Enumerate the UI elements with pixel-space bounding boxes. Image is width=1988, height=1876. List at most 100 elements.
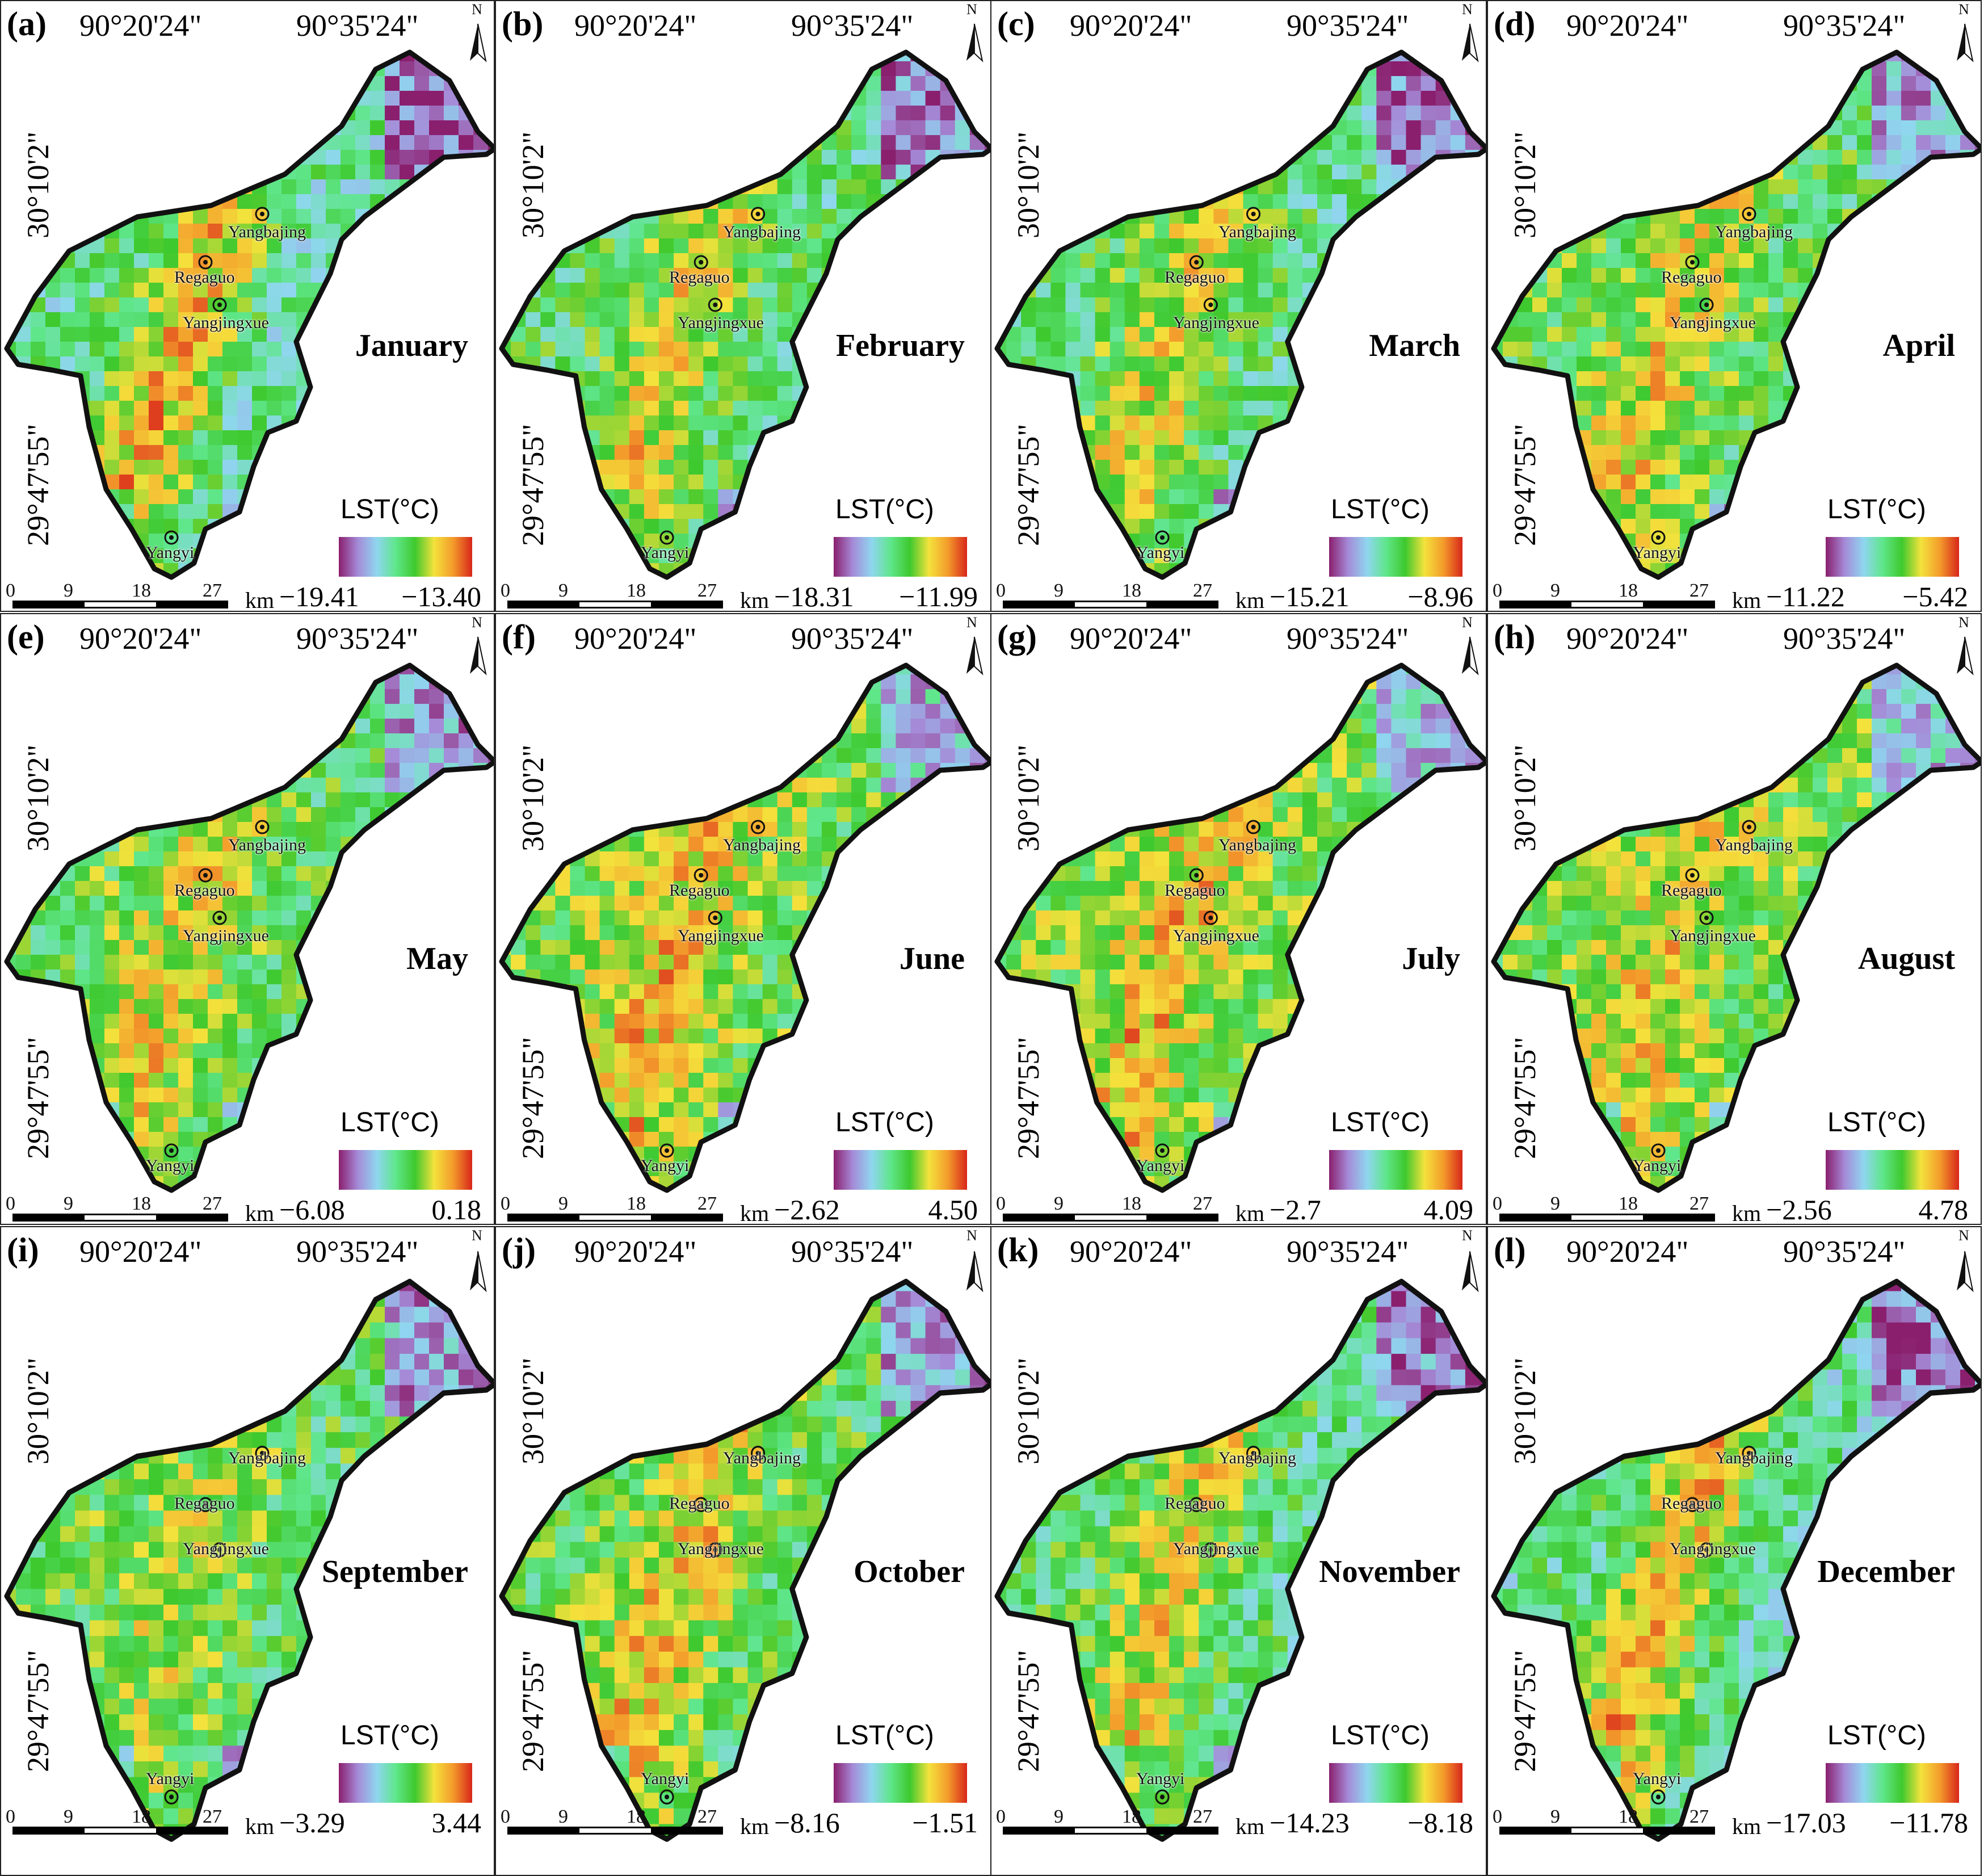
map-panel-december: N (l) 90°20'24" 90°35'24" 30°10'2" 29°47'55" D… — [1487, 1226, 1982, 1876]
map-panel-july: N (g) 90°20'24" 90°35'24" 30°10'2" 29°47'55" J… — [990, 613, 1487, 1225]
place-marker-dot — [169, 535, 174, 540]
scale-bar — [12, 601, 228, 608]
latitude-label: 29°47'55" — [1011, 423, 1045, 546]
region-boundary — [1491, 49, 1981, 580]
place-marker-dot — [755, 825, 760, 829]
place-marker-dot — [203, 873, 208, 878]
scale-tick-label: 18 — [627, 580, 646, 601]
place-marker-dot — [1194, 1502, 1199, 1507]
north-arrow-icon — [1957, 1251, 1974, 1292]
longitude-label: 90°35'24" — [791, 1235, 914, 1269]
scale-bar — [12, 1214, 228, 1222]
scale-tick-label: 18 — [132, 1193, 151, 1214]
place-marker-dot — [1208, 916, 1213, 920]
legend-title: LST(°C) — [341, 494, 439, 524]
longitude-label: 90°20'24" — [574, 1235, 697, 1269]
month-title: June — [899, 941, 965, 976]
north-arrow-label: N — [1958, 614, 1969, 631]
scale-tick-label: 18 — [627, 1193, 646, 1214]
north-arrow-icon — [1461, 1251, 1479, 1292]
place-label: Yangjingxue — [678, 926, 764, 945]
latitude-label: 30°10'2" — [1508, 131, 1542, 238]
panel-tag: (e) — [7, 618, 45, 656]
place-marker — [1189, 868, 1204, 883]
legend-max-value: −13.40 — [401, 581, 481, 612]
place-label: Regaguo — [174, 881, 235, 900]
scale-tick-label: 27 — [203, 1806, 222, 1827]
place-label: Yangyi — [1633, 543, 1682, 562]
legend-max-value: 0.18 — [431, 1194, 482, 1225]
north-arrow-icon — [470, 23, 487, 62]
scale-bar — [1003, 1214, 1218, 1222]
latitude-label: 29°47'55" — [516, 423, 550, 546]
longitude-label: 90°20'24" — [79, 1235, 202, 1269]
place-marker-dot — [713, 303, 718, 307]
legend-max-value: −8.96 — [1407, 581, 1473, 612]
scale-bar — [507, 601, 723, 608]
region-boundary — [499, 662, 990, 1193]
place-label: Regaguo — [174, 1494, 235, 1513]
month-title: February — [835, 328, 965, 363]
north-arrow-label: N — [472, 614, 482, 631]
place-label: Yangyi — [641, 543, 690, 562]
place-marker-dot — [1160, 1148, 1165, 1153]
place-label: Yangjingxue — [183, 313, 269, 332]
legend-max-value: −8.18 — [1407, 1807, 1473, 1839]
place-label: Yangbajing — [1218, 223, 1296, 241]
place-label: Yangjingxue — [1670, 313, 1756, 332]
month-title: October — [854, 1554, 965, 1589]
place-marker — [1685, 255, 1700, 270]
place-marker — [255, 207, 270, 221]
place-marker-dot — [169, 1148, 174, 1153]
legend-min-value: −2.62 — [774, 1194, 840, 1225]
scale-unit: km — [245, 587, 275, 612]
place-marker — [1699, 910, 1714, 925]
place-marker — [1155, 530, 1170, 545]
longitude-label: 90°20'24" — [1566, 1235, 1689, 1269]
north-arrow-label: N — [472, 1, 482, 18]
place-label: Yangbajing — [1715, 836, 1793, 854]
place-marker — [1203, 297, 1218, 312]
place-marker-dot — [1690, 260, 1695, 265]
legend-min-value: −19.41 — [279, 581, 359, 612]
month-title: November — [1319, 1554, 1460, 1589]
scale-tick-label: 9 — [558, 1193, 568, 1214]
north-arrow-label: N — [1462, 614, 1473, 631]
place-marker — [164, 530, 179, 545]
scale-tick-label: 0 — [1493, 1193, 1502, 1214]
panel-tag: (d) — [1494, 5, 1536, 43]
scale-unit: km — [1732, 1201, 1762, 1225]
scale-bar — [1499, 1827, 1715, 1835]
place-marker — [1246, 820, 1261, 834]
place-marker-dot — [1747, 825, 1751, 829]
place-label: Yangyi — [146, 543, 195, 562]
scale-unit: km — [1235, 587, 1265, 612]
region-boundary — [4, 49, 494, 580]
month-title: March — [1369, 328, 1460, 363]
north-arrow-icon — [966, 636, 984, 675]
scale-tick-label: 0 — [501, 1806, 510, 1827]
place-marker-dot — [1690, 873, 1695, 878]
region-boundary — [1491, 1278, 1981, 1842]
place-marker — [1189, 1497, 1204, 1512]
color-ramp — [1329, 537, 1462, 577]
map-canvas — [499, 23, 990, 580]
map-panel-november: N (k) 90°20'24" 90°35'24" 30°10'2" 29°47'55" N… — [990, 1226, 1487, 1876]
scale-tick-label: 9 — [1550, 1193, 1560, 1214]
place-label: Regaguo — [669, 881, 730, 900]
north-arrow-icon — [1461, 636, 1479, 675]
north-arrow-label: N — [966, 1227, 977, 1244]
color-ramp — [1826, 1150, 1959, 1190]
scale-tick-label: 0 — [1493, 1806, 1502, 1827]
legend-max-value: −1.51 — [912, 1807, 978, 1839]
legend-title: LST(°C) — [835, 1107, 934, 1138]
legend-min-value: −18.31 — [774, 581, 854, 612]
longitude-label: 90°35'24" — [296, 9, 419, 43]
place-marker — [1651, 530, 1666, 545]
place-marker-dot — [713, 916, 718, 920]
place-marker — [751, 1446, 766, 1461]
place-marker-dot — [203, 260, 208, 265]
scale-tick-label: 27 — [697, 580, 717, 601]
legend-title: LST(°C) — [341, 1720, 439, 1751]
map-panel-august: N (h) 90°20'24" 90°35'24" 30°10'2" 29°47'55" A… — [1487, 613, 1982, 1225]
